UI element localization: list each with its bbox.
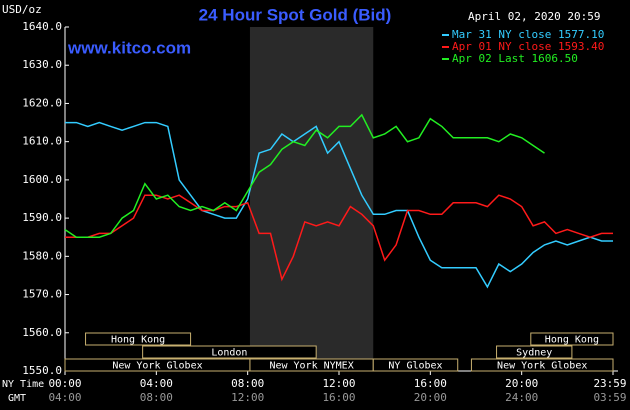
session-label: Sydney (516, 348, 552, 359)
session-label: New York NYMEX (269, 361, 353, 372)
legend-entry: Mar 31 NY close 1577.10 (452, 28, 604, 41)
y-tick-label: 1630.0 (22, 58, 62, 71)
y-tick-label: 1620.0 (22, 96, 62, 109)
y-tick-label: 1560.0 (22, 326, 62, 339)
x-tick-label: 04:00 (140, 377, 173, 390)
session-box (496, 345, 573, 359)
session-box (530, 332, 614, 346)
y-tick-label: 1580.0 (22, 249, 62, 262)
row-label: GMT (8, 393, 26, 404)
x-tick-label: 00:00 (48, 377, 81, 390)
series-line (64, 113, 545, 238)
gmt-tick-label: 08:00 (140, 391, 173, 404)
unit-label: USD/oz (2, 3, 42, 16)
x-tick-label: 12:00 (322, 377, 355, 390)
y-tick-label: 1600.0 (22, 173, 62, 186)
gmt-tick-label: 04:00 (48, 391, 81, 404)
session-box (470, 358, 614, 372)
series-line (65, 121, 613, 289)
y-tick-label: 1610.0 (22, 135, 62, 148)
session-box (372, 358, 459, 372)
session-box (142, 345, 317, 359)
timestamp: April 02, 2020 20:59 (468, 10, 600, 23)
legend-entry: Apr 02 Last 1606.50 (452, 52, 578, 65)
y-tick-label: 1590.0 (22, 211, 62, 224)
x-tick-label: 08:00 (231, 377, 264, 390)
gmt-tick-label: 20:00 (414, 391, 447, 404)
x-tick-label: 23:59 (593, 377, 626, 390)
session-label: Hong Kong (111, 335, 165, 346)
y-tick-label: 1570.0 (22, 288, 62, 301)
gmt-tick-label: 16:00 (322, 391, 355, 404)
session-label: New York Globex (112, 361, 202, 372)
session-label: New York Globex (497, 361, 587, 372)
x-tick-label: 20:00 (505, 377, 538, 390)
row-label: NY Time (2, 379, 44, 390)
session-highlight (249, 27, 374, 371)
gmt-tick-label: 24:00 (505, 391, 538, 404)
gmt-tick-label: 03:59 (593, 391, 626, 404)
x-tick-label: 16:00 (414, 377, 447, 390)
gmt-tick-label: 12:00 (231, 391, 264, 404)
session-label: London (211, 348, 247, 359)
y-tick-label: 1550.0 (22, 364, 62, 377)
chart-title: 24 Hour Spot Gold (Bid) (199, 5, 392, 24)
session-box (85, 332, 192, 346)
legend-entry: Apr 01 NY close 1593.40 (452, 40, 604, 53)
y-tick-label: 1640.0 (22, 20, 62, 33)
series-line (65, 194, 613, 282)
session-label: NY Globex (388, 361, 442, 372)
website: www.kitco.com (67, 38, 191, 57)
session-label: Hong Kong (545, 335, 599, 346)
